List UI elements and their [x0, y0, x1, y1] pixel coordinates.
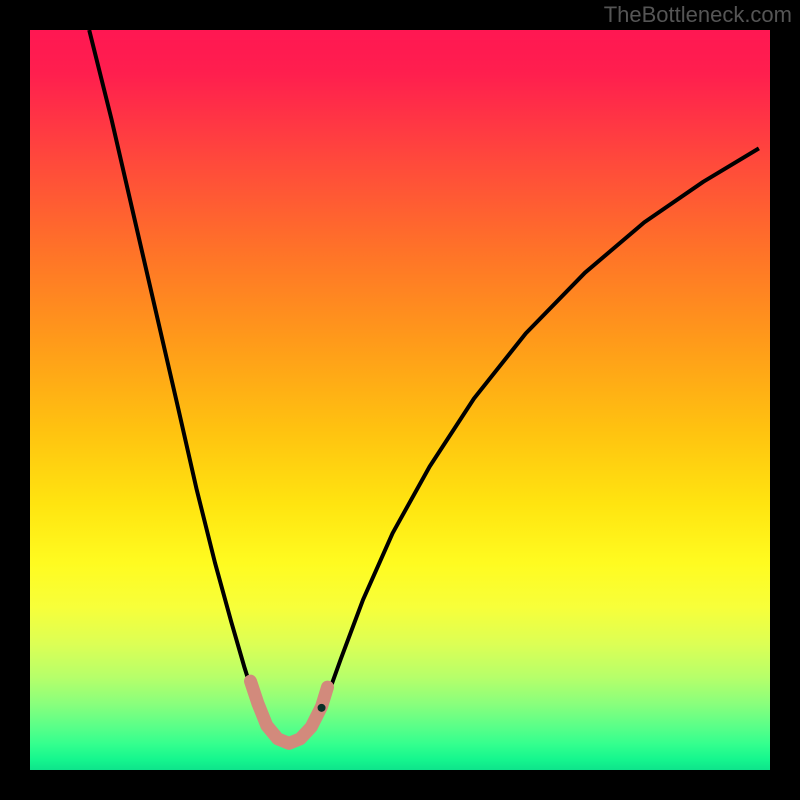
chart-container: TheBottleneck.com [0, 0, 800, 800]
chart-svg [30, 30, 770, 770]
watermark-text: TheBottleneck.com [604, 2, 792, 28]
plot-area [30, 30, 770, 770]
gradient-background [30, 30, 770, 770]
optimal-point-marker [318, 704, 326, 712]
